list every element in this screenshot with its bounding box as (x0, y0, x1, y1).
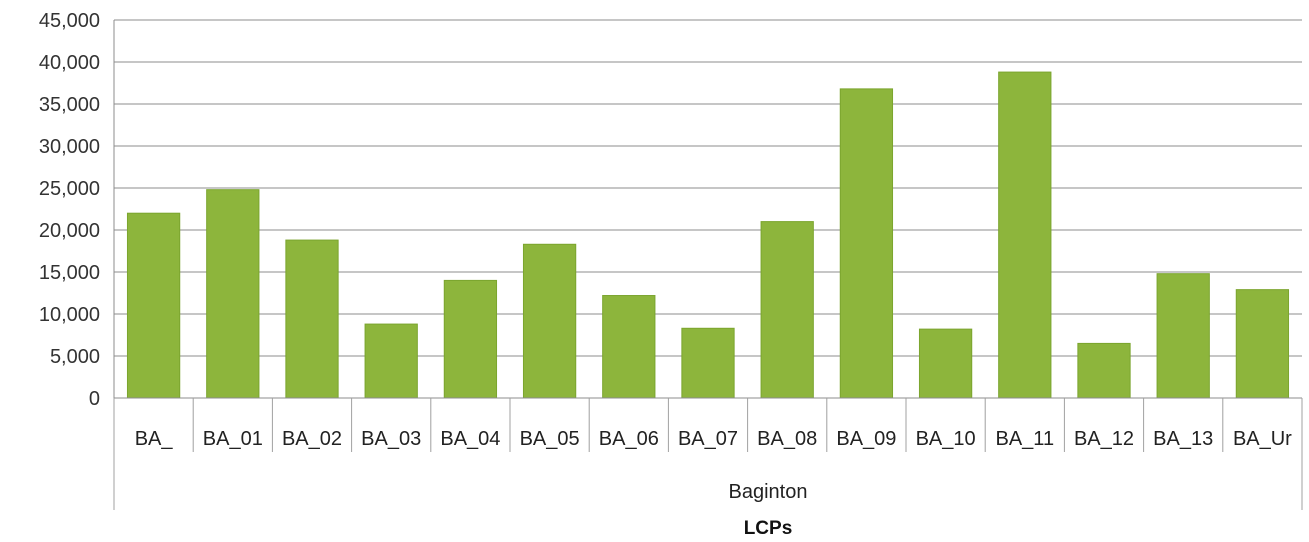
x-category-label: BA_01 (203, 428, 263, 450)
x-category-label: BA_11 (996, 428, 1055, 450)
x-category-label: BA_06 (599, 428, 659, 450)
bar (206, 189, 260, 399)
y-tick-label: 35,000 (39, 94, 100, 116)
bar (364, 323, 418, 399)
x-category-label: BA_09 (836, 428, 896, 450)
bar (522, 243, 577, 399)
x-category-label: BA_07 (678, 428, 738, 450)
x-category-label: BA_Ur (1233, 428, 1292, 450)
bar (126, 212, 181, 399)
x-category-label: BA_10 (916, 428, 976, 450)
x-category-label: BA_08 (757, 428, 817, 450)
x-category-label: BA_13 (1153, 428, 1213, 450)
bar (1235, 289, 1290, 399)
y-tick-label: 0 (89, 388, 100, 410)
bar (602, 295, 656, 399)
bar (1077, 342, 1131, 399)
y-tick-label: 25,000 (39, 178, 100, 200)
y-tick-label: 10,000 (39, 304, 100, 326)
bar (1156, 273, 1210, 399)
bars (126, 71, 1290, 399)
x-category-labels: BA_ BA_01 BA_02 BA_03 BA_04 BA_05 BA_06 BA_07 BA… (135, 428, 1292, 450)
y-tick-label: 15,000 (39, 262, 100, 284)
y-tick-label: 45,000 (39, 10, 100, 32)
bar (443, 279, 498, 399)
y-tick-label: 20,000 (39, 220, 100, 242)
bar (918, 328, 973, 399)
x-axis-title: LCPs (744, 518, 793, 539)
x-category-label: BA_ (135, 428, 174, 450)
bar (998, 71, 1052, 399)
bar (285, 239, 339, 399)
x-category-label: BA_02 (282, 428, 342, 450)
axes (113, 20, 1303, 510)
y-tick-label: 30,000 (39, 136, 100, 158)
x-category-label: BA_04 (440, 428, 500, 450)
y-tick-label: 5,000 (50, 346, 100, 368)
bar (760, 221, 814, 399)
group-label: Baginton (729, 481, 808, 503)
bar (839, 88, 894, 399)
y-tick-label: 40,000 (39, 52, 100, 74)
x-category-label: BA_12 (1074, 428, 1134, 450)
x-category-label: BA_03 (361, 428, 421, 450)
bar (681, 327, 735, 399)
y-tick-labels: 0 5,000 10,000 15,000 20,000 25,000 30,000 35,0… (39, 10, 100, 410)
x-category-label: BA_05 (520, 428, 580, 450)
